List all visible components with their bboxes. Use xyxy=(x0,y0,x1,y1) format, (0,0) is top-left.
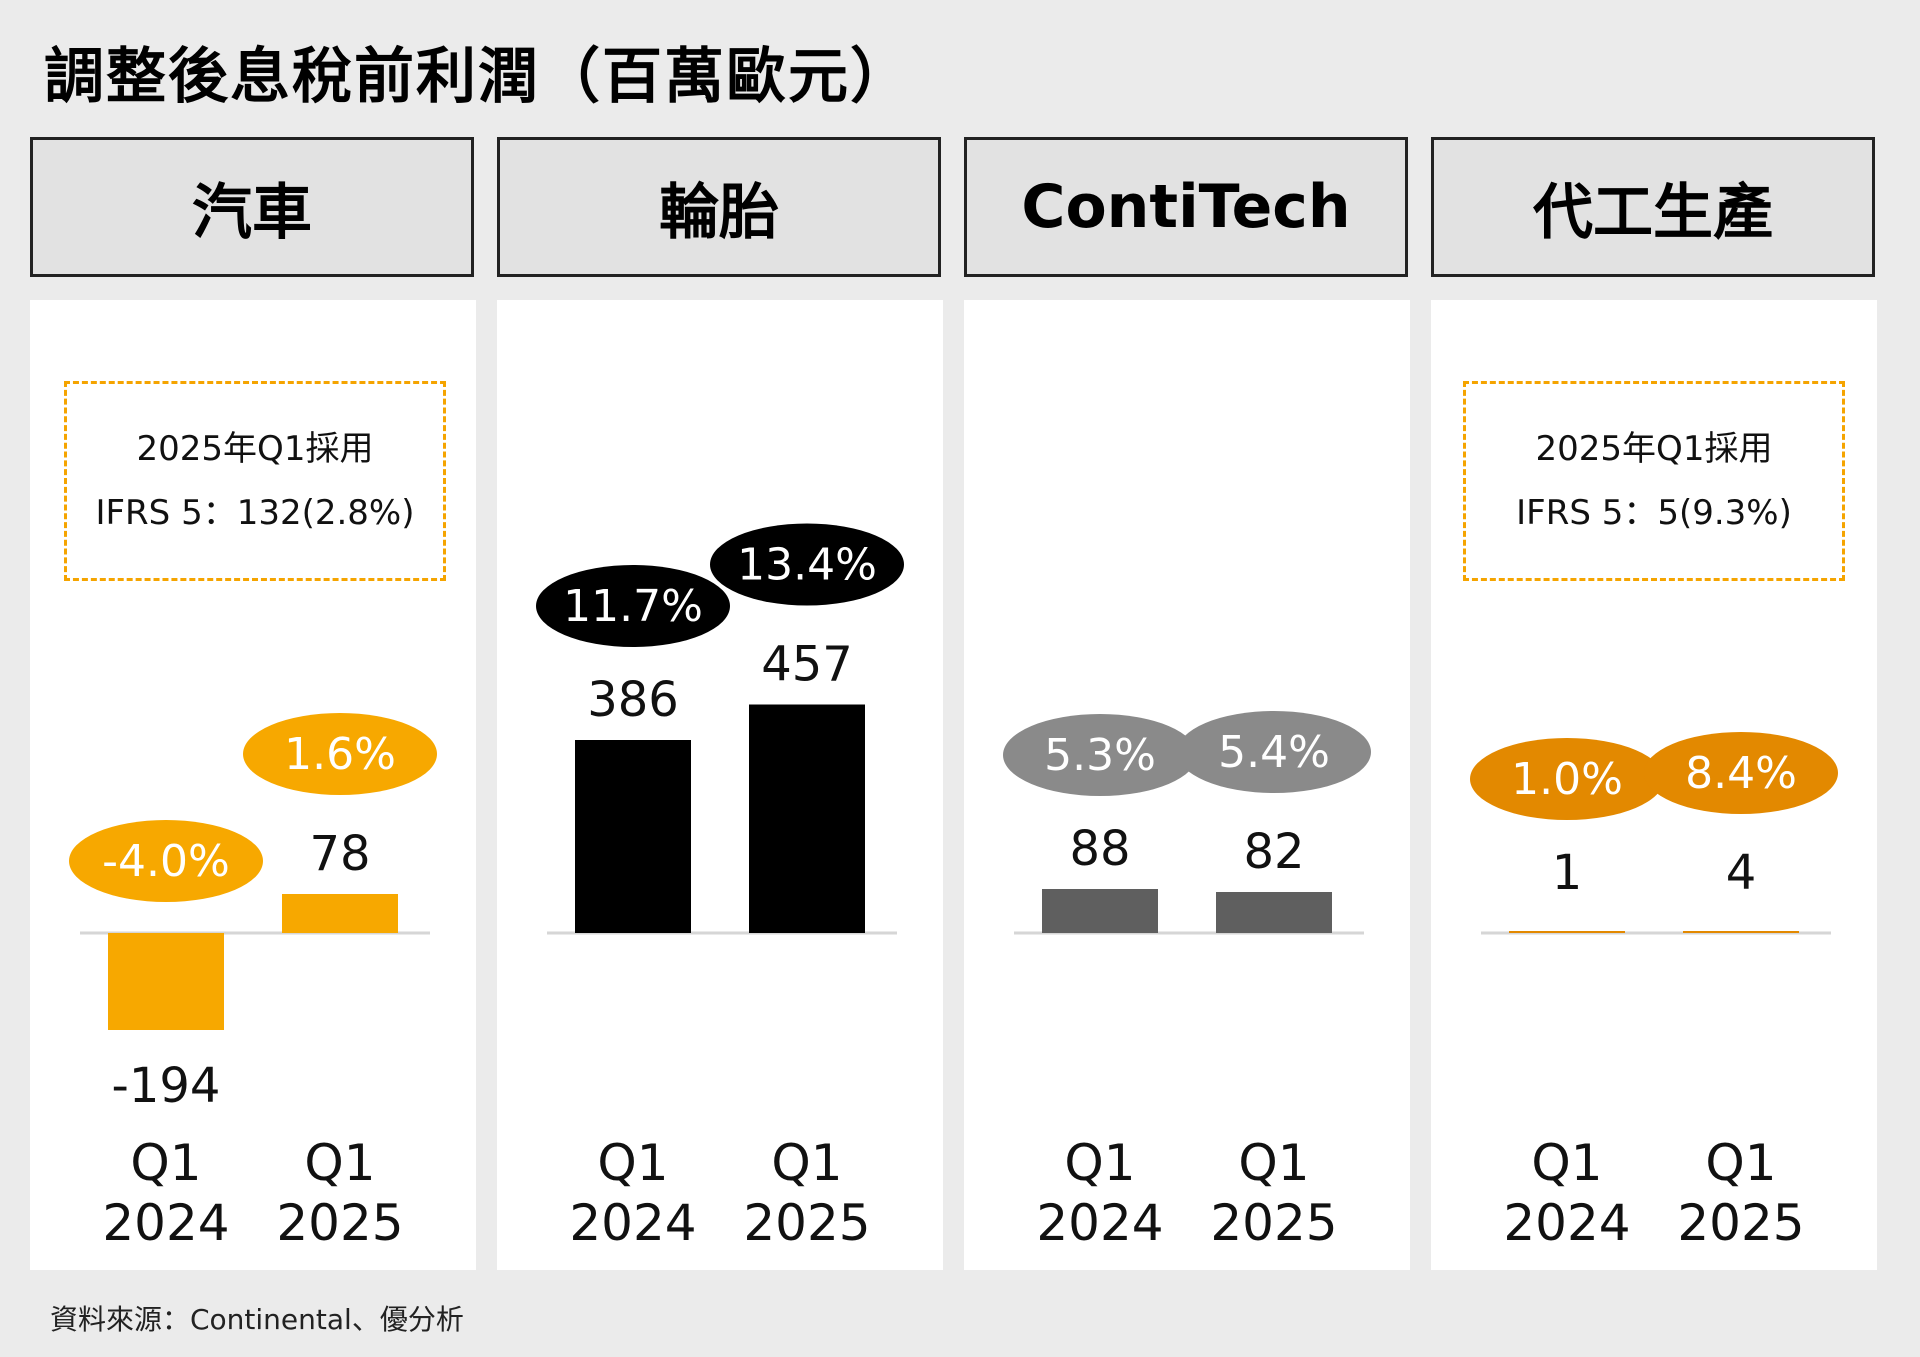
category-label: 2025 xyxy=(276,1194,403,1252)
margin-badge xyxy=(536,565,730,647)
source-note: 資料來源：Continental、優分析 xyxy=(50,1303,464,1336)
value-label: 4 xyxy=(1726,845,1757,901)
margin-label: 1.6% xyxy=(284,729,396,780)
page-title: 調整後息稅前利潤（百萬歐元） xyxy=(44,42,912,112)
bar-Q1-2024 xyxy=(1509,931,1625,933)
category-label: 2024 xyxy=(569,1194,696,1252)
category-label: 2025 xyxy=(743,1194,870,1252)
bar-Q1-2025 xyxy=(749,704,865,933)
category-label: Q1 xyxy=(1705,1134,1776,1192)
panel-contract-manufacturing: 1 1.0% Q1 2024 4 8.4% Q1 2025 2025年Q1採用 IFRS 5：… xyxy=(1431,300,1877,1270)
segment-header-automotive: 汽車 xyxy=(30,137,474,277)
value-label: 82 xyxy=(1243,824,1304,880)
category-label: Q1 xyxy=(1531,1134,1602,1192)
margin-label: -4.0% xyxy=(102,836,230,887)
ifrs5-note-automotive: 2025年Q1採用 IFRS 5：132(2.8%) xyxy=(64,381,446,581)
note-line-1: 2025年Q1採用 xyxy=(1535,429,1773,469)
margin-label: 5.3% xyxy=(1044,730,1156,781)
category-label: Q1 xyxy=(771,1134,842,1192)
value-label: 78 xyxy=(309,826,370,882)
category-label: Q1 xyxy=(597,1134,668,1192)
category-label: 2024 xyxy=(102,1194,229,1252)
panel-contitech: 88 5.3% Q1 2024 82 5.4% Q1 2025 xyxy=(964,300,1410,1270)
margin-badge xyxy=(1003,714,1197,796)
category-label: Q1 xyxy=(304,1134,375,1192)
margin-label: 1.0% xyxy=(1511,754,1623,805)
panel-automotive: -194 -4.0% Q1 2024 78 1.6% Q1 2025 2025年Q1採用 IF… xyxy=(30,300,476,1270)
value-label: 457 xyxy=(761,637,853,693)
margin-label: 13.4% xyxy=(737,540,877,591)
category-label: 2025 xyxy=(1677,1194,1804,1252)
bar-Q1-2025 xyxy=(282,894,398,933)
margin-badge xyxy=(1177,711,1371,793)
margin-label: 8.4% xyxy=(1685,748,1797,799)
category-label: 2025 xyxy=(1210,1194,1337,1252)
bar-Q1-2025 xyxy=(1683,931,1799,933)
segment-header-contitech: ContiTech xyxy=(964,137,1408,277)
margin-badge xyxy=(69,820,263,902)
note-line-2: IFRS 5：132(2.8%) xyxy=(95,493,415,533)
margin-badge xyxy=(1644,732,1838,814)
margin-badge xyxy=(710,523,904,606)
bar-Q1-2025 xyxy=(1216,892,1332,933)
panel-tires: 386 11.7% Q1 2024 457 13.4% Q1 2025 xyxy=(497,300,943,1270)
segment-header-contract-manufacturing: 代工生產 xyxy=(1431,137,1875,277)
category-label: Q1 xyxy=(130,1134,201,1192)
category-label: Q1 xyxy=(1238,1134,1309,1192)
margin-label: 5.4% xyxy=(1218,727,1330,778)
value-label: 88 xyxy=(1069,821,1130,877)
value-label: -194 xyxy=(112,1058,221,1114)
margin-badge xyxy=(1470,738,1664,820)
note-line-2: IFRS 5：5(9.3%) xyxy=(1516,493,1792,533)
bar-Q1-2024 xyxy=(1042,889,1158,933)
margin-label: 11.7% xyxy=(563,581,703,632)
segment-header-tires: 輪胎 xyxy=(497,137,941,277)
ifrs5-note-contract: 2025年Q1採用 IFRS 5：5(9.3%) xyxy=(1463,381,1845,581)
category-label: 2024 xyxy=(1036,1194,1163,1252)
bar-Q1-2024 xyxy=(108,933,224,1030)
value-label: 1 xyxy=(1552,845,1583,901)
category-label: Q1 xyxy=(1064,1134,1135,1192)
margin-badge xyxy=(243,713,437,795)
category-label: 2024 xyxy=(1503,1194,1630,1252)
value-label: 386 xyxy=(587,672,679,728)
bar-Q1-2024 xyxy=(575,740,691,933)
note-line-1: 2025年Q1採用 xyxy=(136,429,374,469)
